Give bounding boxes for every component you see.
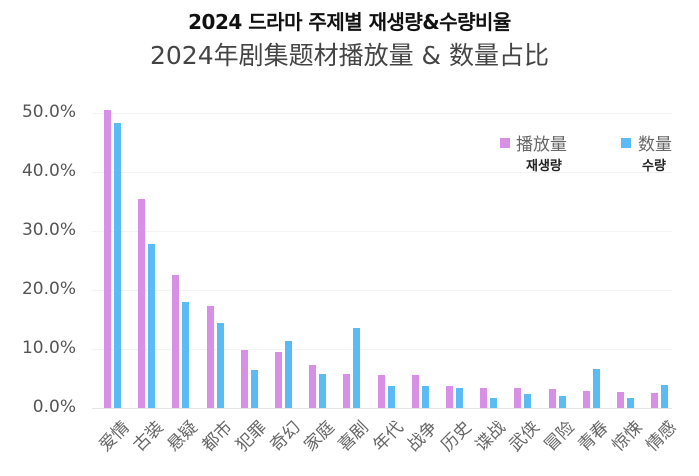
bar-playcount [377, 374, 385, 408]
y-axis-tick-label: 0.0% [32, 397, 76, 417]
legend-swatch-playcount [500, 138, 510, 148]
bar-count [250, 370, 258, 408]
bar-playcount [548, 389, 556, 408]
bar-count [353, 327, 361, 408]
bar-playcount [206, 305, 214, 408]
bar-playcount [480, 387, 488, 408]
legend-label-playcount-ko: 재생량 [526, 159, 562, 174]
y-axis-tick-label: 10.0% [21, 338, 76, 358]
bar-playcount [104, 110, 111, 408]
x-axis-category-label: 情感 [642, 417, 681, 456]
bar-playcount [240, 350, 248, 408]
bar-playcount [172, 275, 180, 408]
bar-count [456, 387, 463, 408]
gridline [92, 172, 672, 173]
gridline [92, 349, 672, 350]
bar-count [524, 393, 532, 408]
bar-count [387, 386, 395, 408]
bar-count [592, 369, 600, 408]
bar-playcount [309, 364, 317, 408]
bar-count [182, 301, 190, 408]
bar-playcount [651, 393, 659, 408]
x-axis-line [92, 408, 672, 409]
title-chinese: 2024年剧集题材播放量 & 数量占比 [149, 41, 549, 70]
bar-count [558, 396, 566, 408]
bar-count [216, 323, 224, 408]
bar-count [661, 384, 669, 408]
bar-playcount [343, 373, 351, 408]
gridline [92, 290, 672, 291]
bar-count [285, 341, 292, 408]
bar-count [490, 397, 498, 408]
y-axis-tick-label: 50.0% [21, 102, 76, 122]
bar-playcount [411, 374, 419, 408]
legend-swatch-count [621, 138, 631, 148]
gridline [92, 113, 672, 114]
bar-playcount [446, 386, 453, 408]
legend-label-count-ko: 수량 [642, 159, 666, 174]
bar-count [627, 397, 634, 408]
bar-playcount [514, 387, 522, 408]
legend-label-count-zh: 数量 [638, 135, 672, 155]
title-korean: 2024 드라마 주제별 재생량&수량비율 [188, 10, 511, 34]
legend-label-playcount-zh: 播放量 [516, 135, 567, 155]
bar-count [319, 373, 327, 408]
y-axis-tick-label: 40.0% [21, 161, 76, 181]
bar-playcount [582, 390, 590, 408]
bar-playcount [617, 392, 624, 408]
y-axis-tick-label: 30.0% [21, 220, 76, 240]
bar-count [114, 123, 121, 408]
y-axis-tick-label: 20.0% [21, 279, 76, 299]
bar-playcount [138, 199, 146, 408]
bar-playcount [275, 351, 282, 408]
gridline [92, 231, 672, 232]
bar-count [148, 243, 156, 408]
bar-count [421, 386, 429, 408]
